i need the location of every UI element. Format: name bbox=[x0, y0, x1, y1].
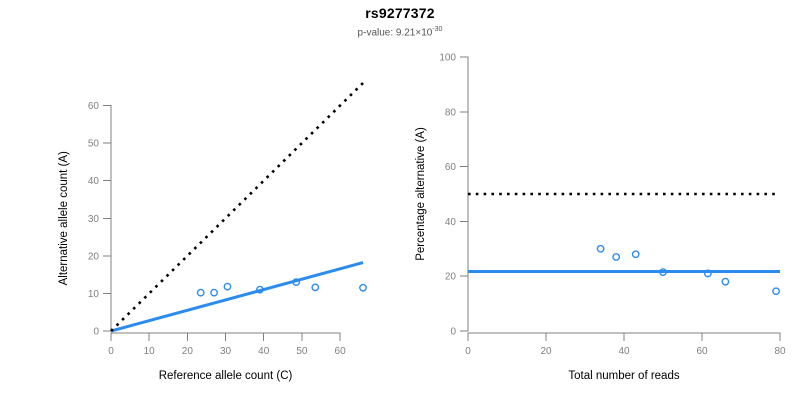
x-axis-title: Total number of reads bbox=[568, 370, 679, 382]
data-point bbox=[292, 278, 301, 287]
data-point bbox=[612, 253, 621, 261]
x-axis-title: Reference allele count (C) bbox=[159, 370, 293, 382]
y-axis-tick-label: 50 bbox=[88, 139, 100, 150]
y-axis-tick-label: 60 bbox=[445, 162, 457, 173]
data-point bbox=[703, 269, 712, 278]
x-axis-tick-label: 20 bbox=[182, 346, 194, 357]
plot-allele-counts: 0 10 20 30 40 50 60 Alternative allele count (A… bbox=[58, 82, 367, 382]
figure-title: rs9277372 bbox=[365, 5, 435, 21]
data-point bbox=[210, 288, 218, 297]
data-point bbox=[196, 288, 205, 297]
x-axis-tick-label: 30 bbox=[220, 346, 232, 357]
x-axis-tick-label: 0 bbox=[465, 346, 471, 357]
y-axis-tick-label: 40 bbox=[445, 217, 457, 228]
panel-allele-counts: 0 10 20 30 40 50 60 Alternative allele count (A… bbox=[58, 82, 367, 382]
x-axis-tick-label: 50 bbox=[296, 346, 308, 357]
y-axis-tick-label: 20 bbox=[445, 272, 457, 283]
y-axis-tick-label: 0 bbox=[450, 327, 456, 338]
y-axis-tick-label: 30 bbox=[88, 214, 100, 225]
data-point bbox=[596, 244, 605, 253]
reference-line bbox=[110, 82, 364, 332]
x-axis-tick-label: 60 bbox=[335, 346, 347, 357]
x-axis-tick-label: 0 bbox=[108, 346, 114, 357]
y-axis-tick-label: 60 bbox=[88, 101, 100, 112]
x-axis-tick-label: 20 bbox=[540, 346, 552, 357]
y-axis-tick-label: 40 bbox=[88, 176, 100, 187]
fit-line bbox=[110, 261, 364, 333]
data-point bbox=[721, 277, 730, 286]
y-axis-tick-label: 100 bbox=[439, 53, 456, 64]
panel-percentage-alternative: 0 20 40 60 80 100 Percentage alternative (A) 0 2… bbox=[400, 0, 800, 400]
y-axis-title: Percentage alternative (A) bbox=[415, 127, 427, 261]
data-point bbox=[223, 282, 232, 291]
y-axis-tick-label: 80 bbox=[445, 107, 457, 118]
plot-percentage-alternative: 0 20 40 60 80 100 Percentage alternative (A) 0 2… bbox=[415, 53, 786, 383]
figure-subtitle: p-value: 9.21×10-30 bbox=[0, 26, 800, 38]
data-point bbox=[659, 268, 667, 276]
x-axis-tick-label: 80 bbox=[774, 346, 786, 357]
y-axis-title: Alternative allele count (A) bbox=[58, 151, 70, 285]
y-axis-tick-label: 10 bbox=[88, 289, 100, 300]
data-point bbox=[256, 285, 264, 294]
data-point bbox=[631, 250, 640, 259]
data-point bbox=[311, 283, 320, 292]
x-axis-tick-label: 40 bbox=[258, 346, 270, 357]
data-point bbox=[772, 287, 780, 296]
pvalue-mantissa: p-value: 9.21×10 bbox=[357, 27, 433, 39]
y-axis-tick-label: 20 bbox=[88, 251, 100, 262]
data-point bbox=[359, 283, 367, 292]
x-axis-tick-label: 10 bbox=[144, 346, 156, 357]
y-axis-tick-label: 0 bbox=[93, 327, 99, 338]
x-axis-tick-label: 40 bbox=[618, 346, 630, 357]
x-axis-tick-label: 60 bbox=[696, 346, 708, 357]
pvalue-exponent: -30 bbox=[432, 26, 443, 33]
y-axis-line bbox=[460, 56, 469, 332]
